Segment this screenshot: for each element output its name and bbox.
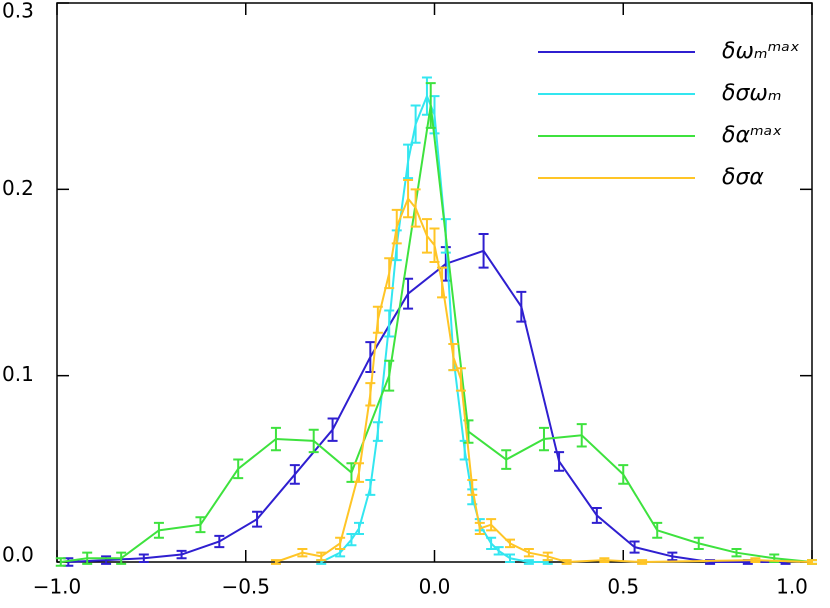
- error-bar: [693, 536, 704, 550]
- error-bar: [591, 506, 602, 524]
- error-bar: [270, 426, 281, 452]
- error-bar: [138, 553, 149, 563]
- error-bar: [391, 208, 402, 245]
- error-bar: [410, 188, 421, 228]
- error-bar: [455, 367, 466, 392]
- error-bar: [637, 559, 648, 565]
- error-bar: [252, 510, 263, 528]
- error-bar: [372, 305, 383, 334]
- y-tick-label: 0.1: [2, 362, 34, 386]
- plot-frame: [56, 2, 813, 563]
- error-bar: [493, 546, 504, 556]
- error-bar: [629, 540, 640, 554]
- error-bar: [467, 479, 478, 496]
- error-bar: [501, 449, 512, 470]
- error-bar: [410, 104, 421, 144]
- error-bar: [429, 227, 440, 264]
- error-bar: [421, 218, 432, 254]
- x-tick-label: 0.0: [419, 575, 451, 599]
- error-bar: [474, 521, 485, 536]
- legend-label: δσα: [722, 165, 764, 190]
- error-bar: [365, 382, 376, 407]
- data-line: [60, 105, 813, 563]
- y-tick-label: 0.2: [2, 176, 34, 200]
- error-bar: [335, 536, 346, 550]
- error-bar: [354, 521, 364, 536]
- error-bar: [731, 547, 742, 558]
- error-bar: [561, 559, 572, 565]
- error-bar: [425, 82, 436, 129]
- error-bar: [523, 559, 534, 565]
- error-bar: [486, 518, 497, 532]
- error-bar: [384, 257, 395, 290]
- data-line: [320, 93, 548, 563]
- error-bar: [437, 266, 448, 299]
- error-bar: [354, 462, 364, 483]
- error-bar: [316, 551, 327, 562]
- error-bar: [82, 551, 93, 565]
- error-bar: [55, 557, 66, 567]
- error-bar: [270, 559, 281, 565]
- error-bar: [576, 423, 587, 448]
- x-tick-label: 0.5: [607, 575, 639, 599]
- x-tick-label: 1.0: [776, 575, 808, 599]
- error-bar: [667, 551, 678, 562]
- error-bar: [652, 521, 663, 539]
- error-bar: [384, 309, 395, 338]
- error-bar: [327, 417, 338, 442]
- error-bar: [365, 341, 376, 373]
- error-bar: [807, 559, 817, 565]
- x-tick-label: −1.0: [33, 575, 82, 599]
- error-bar: [554, 451, 565, 472]
- error-bar: [195, 516, 206, 534]
- x-tick-label: −0.5: [221, 575, 270, 599]
- error-bar: [403, 143, 414, 180]
- error-bar: [486, 536, 497, 550]
- error-bar: [214, 534, 225, 549]
- error-bar: [297, 547, 308, 558]
- error-bar: [523, 547, 534, 558]
- data-line: [275, 196, 813, 564]
- error-bar: [384, 359, 395, 392]
- error-bar: [505, 538, 515, 549]
- error-bar: [403, 277, 414, 310]
- error-bar: [233, 458, 244, 480]
- error-bar: [599, 557, 610, 563]
- error-bar: [448, 342, 459, 372]
- legend-label: δαᵐᵃˣ: [722, 123, 782, 148]
- error-bar: [750, 557, 761, 563]
- error-bar: [153, 521, 164, 539]
- error-bar: [289, 464, 300, 485]
- error-bar: [176, 549, 187, 560]
- error-bar: [538, 426, 549, 452]
- error-bar: [372, 421, 383, 442]
- error-bar: [308, 428, 319, 454]
- y-tick-label: 0.3: [2, 0, 34, 23]
- error-bar: [365, 479, 376, 496]
- y-tick-label: 0.0: [2, 543, 34, 567]
- error-bar: [116, 551, 127, 565]
- error-bar: [478, 233, 489, 269]
- error-bar: [505, 553, 515, 563]
- error-bar: [618, 464, 629, 485]
- legend-label: δωₘᵐᵃˣ: [722, 39, 800, 64]
- data-line: [68, 249, 786, 563]
- legend-label: δσωₘ: [722, 81, 782, 106]
- error-bar: [516, 290, 527, 323]
- error-bar: [542, 551, 553, 562]
- error-bar: [403, 179, 414, 219]
